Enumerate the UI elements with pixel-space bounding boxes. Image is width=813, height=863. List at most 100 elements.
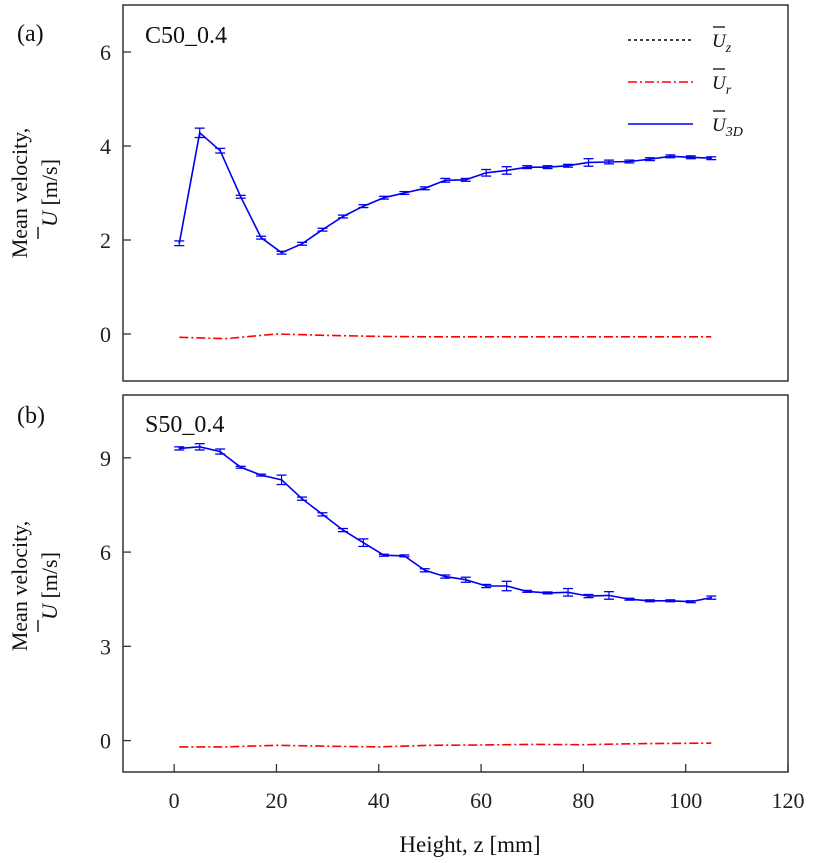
y-tick-label: 3 [100,634,111,659]
y-tick-label: 2 [100,228,111,253]
error-bar [378,553,389,557]
error-bar [174,446,185,451]
error-bar [603,591,614,600]
panel-b-ylabel-line1: Mean velocity, [7,521,32,652]
error-bar [522,165,533,170]
x-axis-label: Height, z [mm] [399,832,540,857]
y-tick-label: 0 [100,729,111,754]
x-tick-label: 80 [572,788,594,813]
x-tick-label: 120 [772,788,805,813]
error-bar [481,583,492,589]
error-bar [194,127,205,139]
error-bar [542,165,553,170]
legend-item-u3d: U3D [628,110,743,140]
panel-b: (b) S50_0.4 0 3 6 9 0 20 40 60 80 100 120 Mean ve… [7,394,805,857]
error-bar [583,158,594,167]
error-bar [317,227,328,232]
y-tick-label: 0 [100,322,111,347]
panel-a-ylabel-symbol: U [37,209,62,227]
panel-b-ylabel-unit: [m/s] [37,552,62,598]
error-bar [297,496,308,501]
panel-a-error-bars [174,127,717,255]
panel-a-ylabel-line1: Mean velocity, [7,128,32,259]
error-bar [337,214,348,219]
series-line-u-3d [178,131,712,254]
error-bar [460,576,471,583]
panel-b-error-bars [174,443,717,604]
panel-a-case-label: C50_0.4 [145,23,227,49]
panel-a-frame [122,4,789,382]
error-bar [685,155,696,160]
error-bar [256,473,267,477]
panel-a-y-axis-label: Mean velocity, U [m/s] [7,128,62,259]
error-bar [337,527,348,533]
panel-a-ylabel-line2: U [m/s] [37,159,62,227]
error-bar [665,154,676,159]
panel-b-label: (b) [17,403,45,429]
error-bar [378,195,389,200]
error-bar [174,240,185,247]
error-bar [317,512,328,517]
error-bar [624,159,635,164]
legend-item-uz: Uz [628,26,732,56]
error-bar [215,147,226,154]
error-bar [419,568,430,573]
legend-label-u3d: U3D [712,115,743,140]
error-bar [358,204,369,209]
error-bar [522,589,533,593]
legend: Uz Ur U3D [628,26,743,140]
series-line-u-r [179,333,712,340]
error-bar [665,599,676,603]
error-bar [358,538,369,548]
x-tick-label: 0 [169,788,180,813]
legend-label-uz: Uz [712,31,732,56]
error-bar [460,177,471,182]
panel-b-ylabel-line2: U [m/s] [37,552,62,620]
y-tick-label: 6 [100,540,111,565]
error-bar [399,554,410,558]
error-bar [276,474,287,486]
y-tick-label: 6 [100,40,111,65]
panel-b-lines [179,445,712,748]
error-bar [440,177,451,183]
panel-b-frame [122,394,789,773]
x-tick-label: 20 [265,788,287,813]
panel-b-x-ticks: 0 20 40 60 80 100 120 [169,764,805,813]
legend-label-ur: Ur [712,73,732,98]
error-bar [215,448,226,455]
error-bar [501,166,512,175]
error-bar [644,157,655,162]
error-bar [583,593,594,599]
error-bar [685,600,696,604]
error-bar [194,443,205,451]
y-tick-label: 9 [100,446,111,471]
panel-a-y-ticks: 0 2 4 6 [100,40,131,347]
panel-b-y-axis-label: Mean velocity, U [m/s] [7,521,62,652]
error-bar [235,194,246,199]
legend-item-ur: Ur [628,68,732,98]
error-bar [399,190,410,196]
error-bar [481,168,492,177]
panel-b-case-label: S50_0.4 [145,412,224,438]
error-bar [256,235,267,240]
error-bar [501,580,512,592]
error-bar [563,163,574,168]
x-tick-label: 40 [368,788,390,813]
error-bar [624,597,635,601]
panel-a-label: (a) [17,21,44,47]
error-bar [235,465,246,469]
panel-a-ylabel-unit: [m/s] [37,159,62,205]
error-bar [297,241,308,246]
error-bar [644,599,655,603]
error-bar [440,574,451,579]
error-bar [419,186,430,191]
panel-b-ylabel-symbol: U [37,602,62,620]
error-bar [706,156,717,161]
series-line-u-r [179,742,712,748]
error-bar [563,587,574,597]
error-bar [542,591,553,595]
error-bar [603,159,614,165]
x-tick-label: 100 [669,788,702,813]
